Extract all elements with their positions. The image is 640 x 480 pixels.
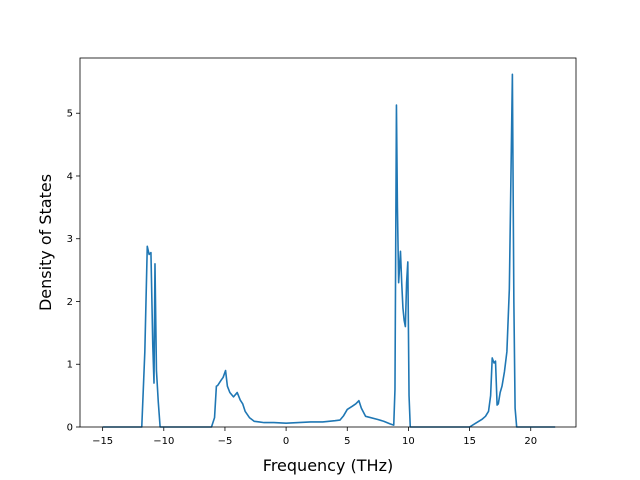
x-axis-label: Frequency (THz) (263, 456, 393, 475)
y-tick-label: 5 (67, 109, 73, 120)
x-tick-label: 0 (283, 436, 289, 447)
x-tick-label: 20 (524, 436, 537, 447)
x-tick-label: 15 (463, 436, 476, 447)
y-tick-label: 0 (67, 423, 73, 434)
y-tick-label: 1 (67, 360, 73, 371)
x-tick-label: −5 (218, 436, 233, 447)
y-tick-label: 3 (67, 234, 73, 245)
x-tick-label: −10 (153, 436, 174, 447)
x-tick-label: 5 (344, 436, 350, 447)
x-tick-label: −15 (92, 436, 113, 447)
y-tick-label: 2 (67, 297, 73, 308)
dos-series-line (102, 73, 556, 428)
x-tick-label: 10 (402, 436, 415, 447)
y-axis-label: Density of States (36, 174, 55, 311)
y-tick-label: 4 (67, 171, 73, 182)
plot-frame (79, 57, 577, 428)
